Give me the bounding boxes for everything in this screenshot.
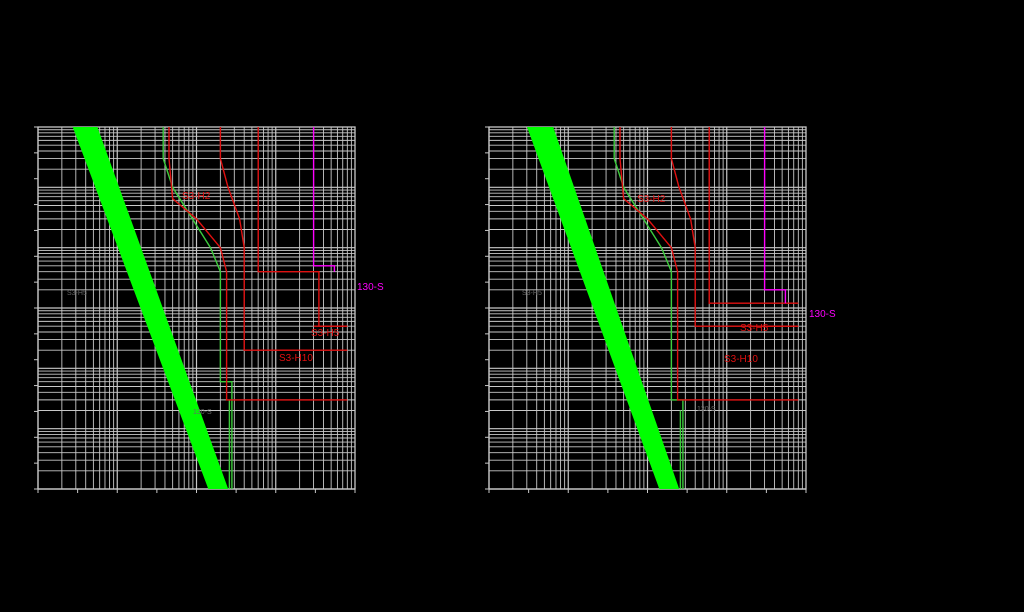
- series-line-magenta-6: [763, 127, 787, 304]
- series-line-red-2: [619, 127, 799, 401]
- label-s3-h5-right: S3-H5: [740, 323, 769, 334]
- faint-label-left-2: 130-S: [193, 409, 212, 416]
- series-line-red-3: [219, 127, 348, 351]
- label-s3-h10-left: S3-H10: [279, 353, 313, 364]
- plot-left: S3-H2 S3-H5 S3-H10 130-S S3-H5 130-S: [34, 126, 384, 493]
- label-s3-h2-left: S3-H2: [182, 191, 211, 202]
- plot-left-band: [72, 127, 229, 489]
- series-line-red-4: [708, 127, 799, 304]
- plot-right-band: [527, 127, 680, 489]
- label-s3-h5-left: S3-H5: [311, 328, 340, 339]
- series-line-magenta-6: [312, 127, 336, 272]
- series-line-green-0: [162, 127, 233, 489]
- label-130-s-right: 130-S: [809, 309, 836, 320]
- label-130-s-left: 130-S: [357, 282, 384, 293]
- plot-right-series: [613, 127, 799, 489]
- label-s3-h2-right: S3-H2: [637, 194, 666, 205]
- plot-left-series: [162, 127, 348, 489]
- series-line-red-2: [168, 127, 348, 401]
- label-s3-h10-right: S3-H10: [724, 354, 758, 365]
- series-line-red-3: [670, 127, 799, 327]
- faint-label-right-1: S3-H5: [522, 290, 542, 297]
- faint-label-left-1: S3-H5: [67, 290, 87, 297]
- plot-right: S3-H2 S3-H5 S3-H10 130-S S3-H5 130-S: [485, 126, 836, 493]
- faint-label-right-2: 130-S: [697, 406, 716, 413]
